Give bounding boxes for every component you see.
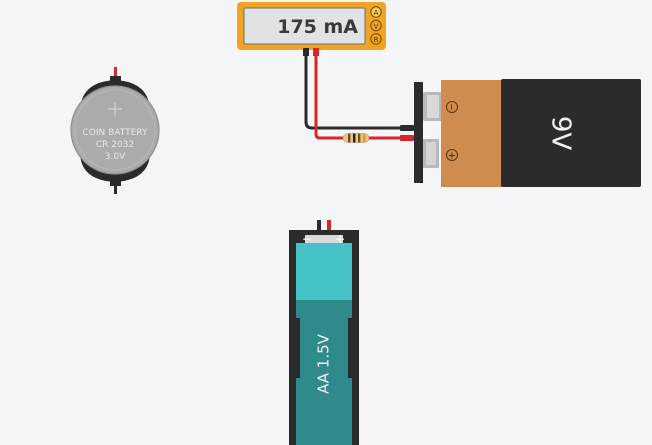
battery-aa-positive-symbol: + xyxy=(335,232,345,246)
mode-r-label: R xyxy=(374,36,379,44)
wire-black[interactable] xyxy=(304,50,414,130)
battery-aa-negative-symbol: − xyxy=(302,232,312,246)
battery-9v-label: 9V xyxy=(546,116,576,151)
wire-red[interactable] xyxy=(314,50,414,140)
multimeter-reading: 175 mA xyxy=(277,16,358,38)
probe-terminal-red[interactable] xyxy=(313,48,319,56)
coin-battery-line2: CR 2032 xyxy=(96,140,134,150)
resistor[interactable] xyxy=(342,133,370,143)
battery-aa-label: AA 1.5V xyxy=(315,333,333,394)
coin-battery-line1: COIN BATTERY xyxy=(83,128,148,138)
battery-aa[interactable]: − + AA 1.5V xyxy=(289,220,359,445)
battery-aa-lead-red[interactable] xyxy=(327,220,331,234)
battery-aa-lead-black[interactable] xyxy=(317,220,321,234)
battery-9v[interactable]: − + 9V xyxy=(414,79,641,187)
mode-button-r[interactable]: R xyxy=(370,33,382,45)
mode-a-label: A xyxy=(374,9,379,17)
mode-v-label: V xyxy=(374,23,379,31)
coin-battery-line3: 3.0V xyxy=(105,152,126,162)
battery-9v-negative-symbol: − xyxy=(446,103,456,111)
wire-red-connector[interactable] xyxy=(400,135,414,141)
probe-terminal-black[interactable] xyxy=(303,48,309,56)
multimeter[interactable]: 175 mA A V R xyxy=(237,2,386,56)
battery-9v-positive-terminal[interactable] xyxy=(423,139,439,168)
battery-9v-negative-terminal[interactable] xyxy=(423,92,443,121)
battery-9v-positive-symbol: + xyxy=(448,151,456,162)
wire-black-connector[interactable] xyxy=(400,125,414,131)
coin-battery[interactable]: COIN BATTERY CR 2032 3.0V xyxy=(70,67,160,194)
mode-button-v[interactable]: V xyxy=(370,19,382,32)
mode-button-a[interactable]: A xyxy=(370,6,382,18)
